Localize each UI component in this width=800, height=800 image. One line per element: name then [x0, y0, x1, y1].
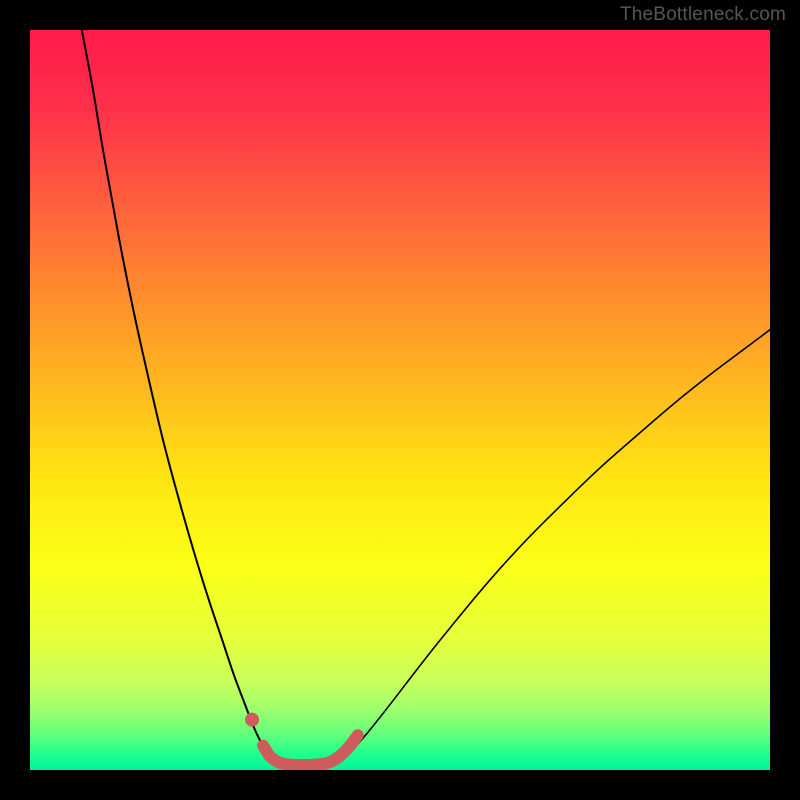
- chart-svg: [30, 30, 770, 770]
- plot-area: [30, 30, 770, 770]
- trough-lead-dot: [245, 713, 259, 727]
- stage: TheBottleneck.com: [0, 0, 800, 800]
- chart-background: [30, 30, 770, 770]
- watermark-text: TheBottleneck.com: [620, 4, 786, 26]
